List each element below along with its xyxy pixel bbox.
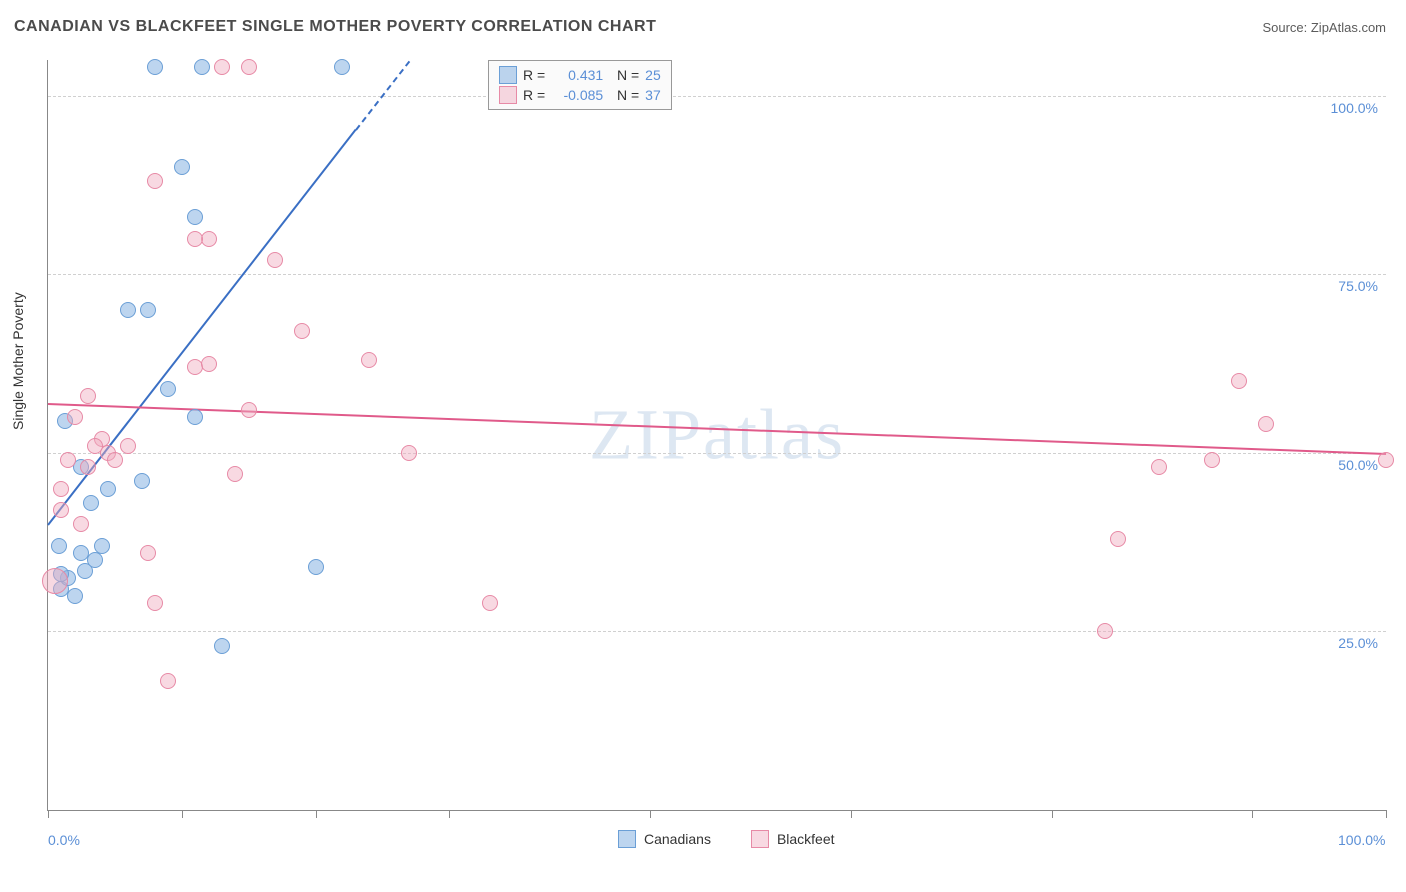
data-point [80, 459, 96, 475]
data-point [140, 545, 156, 561]
gridline [48, 274, 1386, 275]
data-point [67, 588, 83, 604]
data-point [214, 638, 230, 654]
legend-item: Blackfeet [751, 830, 835, 848]
correlation-legend: R = 0.431 N = 25 R = -0.085 N = 37 [488, 60, 672, 110]
data-point [482, 595, 498, 611]
data-point [214, 59, 230, 75]
data-point [194, 59, 210, 75]
legend-label: Canadians [644, 831, 711, 847]
data-point [241, 59, 257, 75]
data-point [201, 356, 217, 372]
legend-swatch [751, 830, 769, 848]
data-point [134, 473, 150, 489]
data-point [401, 445, 417, 461]
y-tick-label: 75.0% [1338, 278, 1378, 294]
data-point [80, 388, 96, 404]
data-point [60, 452, 76, 468]
data-point [42, 568, 68, 594]
chart-title: CANADIAN VS BLACKFEET SINGLE MOTHER POVE… [14, 18, 656, 36]
data-point [87, 552, 103, 568]
r-label: R = [523, 67, 545, 83]
data-point [83, 495, 99, 511]
data-point [147, 173, 163, 189]
data-point [361, 352, 377, 368]
data-point [187, 209, 203, 225]
data-point [120, 438, 136, 454]
r-value: -0.085 [551, 87, 603, 103]
x-tick [1052, 810, 1053, 818]
r-value: 0.431 [551, 67, 603, 83]
x-tick [650, 810, 651, 818]
data-point [187, 409, 203, 425]
data-point [267, 252, 283, 268]
data-point [67, 409, 83, 425]
data-point [160, 381, 176, 397]
legend-label: Blackfeet [777, 831, 835, 847]
series-legend: Canadians Blackfeet [618, 830, 835, 848]
data-point [1378, 452, 1394, 468]
data-point [87, 438, 103, 454]
data-point [140, 302, 156, 318]
x-tick-label: 100.0% [1338, 832, 1385, 848]
legend-row: R = -0.085 N = 37 [499, 85, 661, 105]
legend-swatch [618, 830, 636, 848]
data-point [1204, 452, 1220, 468]
scatter-chart: ZIPatlas 25.0%50.0%75.0%100.0%0.0%100.0%… [47, 60, 1386, 811]
x-tick [316, 810, 317, 818]
data-point [1097, 623, 1113, 639]
y-tick-label: 100.0% [1331, 100, 1378, 116]
data-point [94, 538, 110, 554]
data-point [53, 502, 69, 518]
data-point [308, 559, 324, 575]
x-tick [1252, 810, 1253, 818]
data-point [100, 481, 116, 497]
gridline [48, 96, 1386, 97]
data-point [147, 595, 163, 611]
legend-swatch [499, 66, 517, 84]
gridline [48, 631, 1386, 632]
data-point [1258, 416, 1274, 432]
data-point [73, 516, 89, 532]
r-label: R = [523, 87, 545, 103]
gridline [48, 453, 1386, 454]
chart-header: CANADIAN VS BLACKFEET SINGLE MOTHER POVE… [0, 0, 1406, 46]
data-point [147, 59, 163, 75]
data-point [1231, 373, 1247, 389]
n-label: N = [609, 67, 639, 83]
legend-row: R = 0.431 N = 25 [499, 65, 661, 85]
data-point [107, 452, 123, 468]
n-value: 37 [645, 87, 661, 103]
data-point [120, 302, 136, 318]
data-point [334, 59, 350, 75]
data-point [241, 402, 257, 418]
data-point [227, 466, 243, 482]
x-tick [851, 810, 852, 818]
data-point [51, 538, 67, 554]
x-tick [1386, 810, 1387, 818]
chart-source: Source: ZipAtlas.com [1262, 20, 1386, 35]
data-point [187, 231, 203, 247]
x-tick [182, 810, 183, 818]
data-point [174, 159, 190, 175]
data-point [1110, 531, 1126, 547]
legend-item: Canadians [618, 830, 711, 848]
x-tick [48, 810, 49, 818]
data-point [160, 673, 176, 689]
n-label: N = [609, 87, 639, 103]
data-point [1151, 459, 1167, 475]
data-point [53, 481, 69, 497]
y-tick-label: 25.0% [1338, 635, 1378, 651]
watermark: ZIPatlas [589, 394, 845, 477]
x-tick-label: 0.0% [48, 832, 80, 848]
y-axis-label: Single Mother Poverty [10, 292, 26, 430]
n-value: 25 [645, 67, 661, 83]
legend-swatch [499, 86, 517, 104]
y-tick-label: 50.0% [1338, 457, 1378, 473]
x-tick [449, 810, 450, 818]
data-point [294, 323, 310, 339]
